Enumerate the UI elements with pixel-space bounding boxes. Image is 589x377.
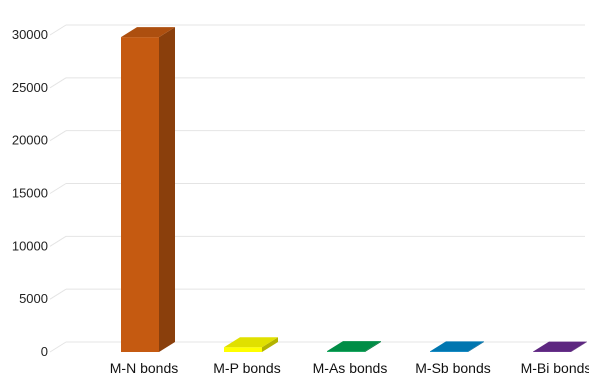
x-tick-label: M-Sb bonds [415, 360, 490, 376]
bar-m-bi-bonds [533, 341, 587, 352]
bar-front-face [121, 37, 159, 352]
gridline-depth [49, 24, 67, 36]
y-tick-label: 5000 [19, 291, 48, 306]
bar-side-face [468, 341, 484, 352]
gridline-depth [49, 341, 67, 353]
y-tick-label: 0 [41, 344, 48, 359]
y-tick-label: 15000 [12, 186, 48, 201]
bar-top-face [224, 337, 278, 348]
bar-side-face [571, 341, 587, 352]
bar-front-face [327, 351, 365, 352]
gridline-depth [49, 77, 67, 89]
bar-top-face [327, 341, 381, 352]
bar-side-face [365, 341, 381, 352]
x-tick-label: M-N bonds [110, 360, 178, 376]
y-tick-label: 30000 [12, 27, 48, 42]
bar-m-sb-bonds [430, 341, 484, 352]
bar-top-face [533, 341, 587, 352]
gridline-depth [49, 235, 67, 247]
gridline-depth [49, 183, 67, 194]
bar-m-p-bonds [224, 337, 278, 352]
y-tick-label: 20000 [12, 133, 48, 148]
bar-m-n-bonds [121, 27, 175, 352]
y-tick-label: 25000 [12, 80, 48, 95]
bar-front-face [430, 351, 468, 352]
bar-side-face [262, 337, 278, 352]
bar-m-as-bonds [327, 341, 381, 352]
bar-top-face [121, 27, 175, 38]
bar-side-face [159, 27, 175, 352]
y-axis-tick-labels: 0 5000 10000 15000 20000 25000 30000 [12, 27, 48, 359]
x-tick-label: M-Bi bonds [521, 360, 589, 376]
x-tick-label: M-P bonds [213, 360, 280, 376]
gridline-depth [49, 288, 67, 300]
bars [121, 27, 587, 352]
gridline-depth [49, 130, 67, 142]
x-tick-label: M-As bonds [313, 360, 388, 376]
x-axis-category-labels: M-N bonds M-P bonds M-As bonds M-Sb bonds M-… [110, 360, 589, 376]
bar-top-face [430, 341, 484, 352]
y-tick-label: 10000 [12, 238, 48, 253]
bar-front-face [224, 347, 262, 352]
